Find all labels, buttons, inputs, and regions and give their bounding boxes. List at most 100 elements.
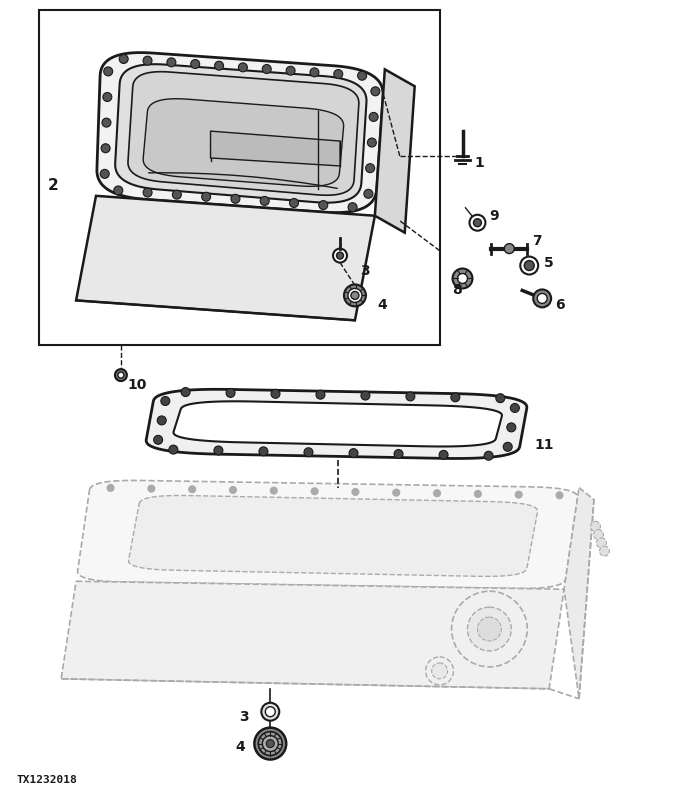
Circle shape — [172, 190, 182, 199]
Circle shape — [434, 490, 441, 497]
Polygon shape — [76, 196, 375, 320]
Circle shape — [525, 260, 534, 271]
Circle shape — [333, 248, 347, 263]
Circle shape — [394, 450, 403, 458]
Circle shape — [226, 388, 235, 397]
Circle shape — [348, 203, 357, 212]
Circle shape — [157, 416, 166, 425]
Circle shape — [290, 198, 298, 208]
Circle shape — [260, 197, 269, 205]
Circle shape — [451, 392, 460, 402]
Polygon shape — [210, 131, 340, 166]
Polygon shape — [146, 389, 527, 458]
Circle shape — [369, 112, 378, 122]
Circle shape — [371, 87, 380, 96]
Circle shape — [406, 392, 415, 401]
Circle shape — [286, 66, 295, 75]
Circle shape — [475, 490, 482, 498]
Circle shape — [271, 389, 280, 398]
Circle shape — [100, 170, 109, 178]
Circle shape — [349, 449, 358, 458]
Circle shape — [591, 521, 600, 532]
Circle shape — [262, 64, 271, 73]
Circle shape — [238, 63, 247, 72]
Text: 8: 8 — [453, 283, 462, 298]
Text: 2: 2 — [48, 178, 59, 193]
Circle shape — [458, 274, 467, 283]
Circle shape — [104, 67, 113, 76]
Circle shape — [596, 538, 607, 548]
Circle shape — [115, 369, 127, 381]
Circle shape — [352, 489, 359, 495]
Circle shape — [467, 607, 512, 651]
Circle shape — [510, 404, 519, 412]
Polygon shape — [61, 581, 564, 689]
Polygon shape — [115, 64, 367, 203]
Circle shape — [469, 215, 486, 231]
Polygon shape — [173, 401, 502, 447]
Circle shape — [120, 54, 128, 64]
Circle shape — [504, 244, 514, 254]
Text: 4: 4 — [378, 298, 387, 312]
Circle shape — [451, 591, 527, 667]
Text: 5: 5 — [544, 256, 554, 270]
Circle shape — [496, 394, 505, 403]
Circle shape — [189, 486, 195, 493]
Circle shape — [477, 617, 501, 641]
Text: 4: 4 — [236, 739, 245, 754]
Circle shape — [304, 448, 313, 457]
Circle shape — [154, 435, 163, 444]
Circle shape — [214, 61, 223, 70]
Circle shape — [365, 164, 374, 173]
Circle shape — [103, 92, 112, 101]
Circle shape — [201, 193, 210, 201]
Circle shape — [265, 707, 275, 716]
Circle shape — [432, 663, 447, 679]
Circle shape — [161, 396, 170, 405]
Circle shape — [191, 60, 199, 68]
Circle shape — [310, 68, 319, 77]
Circle shape — [316, 390, 325, 399]
Circle shape — [231, 194, 240, 203]
Circle shape — [114, 186, 123, 195]
Text: 9: 9 — [490, 209, 499, 223]
Circle shape — [334, 69, 343, 79]
Circle shape — [254, 728, 286, 759]
Circle shape — [262, 736, 278, 751]
Circle shape — [393, 489, 400, 496]
Circle shape — [426, 657, 454, 685]
Circle shape — [181, 388, 190, 396]
Circle shape — [311, 488, 318, 495]
Circle shape — [167, 58, 176, 67]
Polygon shape — [128, 72, 359, 195]
Polygon shape — [375, 69, 415, 232]
Circle shape — [143, 57, 152, 65]
Text: 1: 1 — [475, 156, 484, 170]
Circle shape — [107, 485, 114, 491]
Text: TX1232018: TX1232018 — [16, 775, 77, 786]
Circle shape — [439, 451, 448, 459]
Text: 6: 6 — [555, 298, 565, 312]
Circle shape — [148, 485, 155, 492]
Circle shape — [594, 529, 603, 540]
Circle shape — [169, 445, 178, 454]
Bar — [39, 10, 440, 345]
Circle shape — [101, 144, 110, 153]
Circle shape — [361, 391, 370, 400]
Text: 3: 3 — [360, 263, 370, 278]
Polygon shape — [97, 53, 383, 213]
Circle shape — [266, 739, 275, 747]
Circle shape — [515, 491, 522, 498]
Circle shape — [367, 138, 376, 147]
Text: 10: 10 — [128, 378, 148, 392]
Circle shape — [319, 201, 328, 209]
Circle shape — [102, 118, 111, 127]
Circle shape — [364, 189, 373, 198]
Text: 7: 7 — [532, 234, 542, 248]
Circle shape — [337, 252, 344, 259]
Circle shape — [262, 703, 279, 720]
Polygon shape — [128, 495, 538, 576]
Circle shape — [484, 451, 493, 460]
Polygon shape — [78, 481, 578, 588]
Circle shape — [143, 188, 152, 197]
